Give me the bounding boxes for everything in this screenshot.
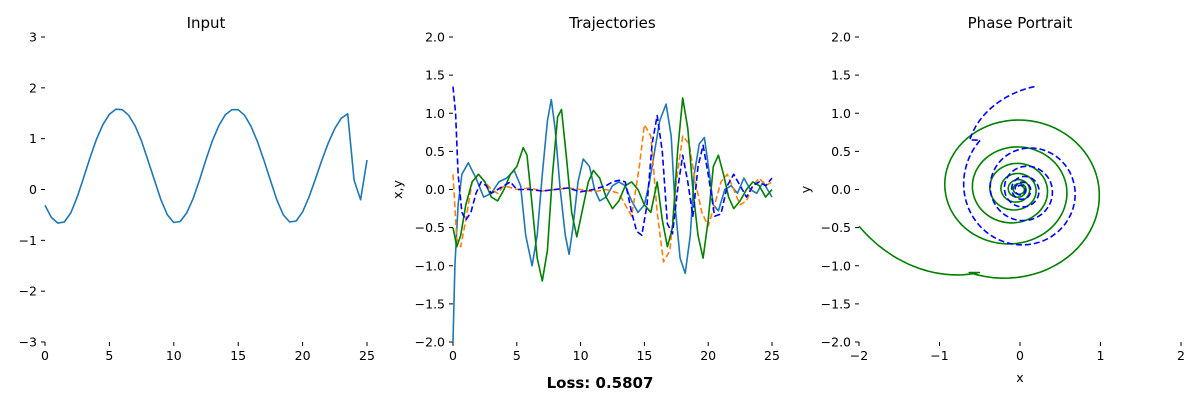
y-tick-label: 1.0	[831, 106, 851, 121]
x-tick-label: 1	[1097, 348, 1105, 363]
y-tick-label: −2	[19, 284, 37, 299]
chart-title: Input	[187, 14, 226, 32]
y-tick-label: −0.5	[415, 220, 445, 235]
x-tick-label: −1	[930, 348, 948, 363]
x-tick-label: 15	[636, 348, 652, 363]
y-tick-label: −1.5	[415, 296, 445, 311]
x-tick-label: −2	[850, 348, 868, 363]
y-tick-label: 1.5	[831, 68, 851, 83]
y-tick-label: −0.5	[821, 220, 851, 235]
x-tick-label: 0	[41, 348, 49, 363]
x-tick-label: 5	[105, 348, 113, 363]
series-line	[962, 85, 1076, 246]
chart-title: Trajectories	[568, 14, 656, 32]
y-tick-label: −1.5	[821, 296, 851, 311]
y-tick-label: −2.0	[415, 335, 445, 350]
x-tick-label: 10	[573, 348, 589, 363]
y-tick-label: 1.0	[425, 106, 445, 121]
chart-title: Phase Portrait	[968, 14, 1073, 32]
y-tick-label: 0.5	[831, 144, 851, 159]
y-tick-label: −1.0	[821, 258, 851, 273]
y-tick-label: 2.0	[425, 30, 445, 45]
x-tick-label: 0	[449, 348, 457, 363]
x-tick-label: 25	[359, 348, 375, 363]
x-tick-label: 25	[764, 348, 780, 363]
y-tick-label: 1.5	[425, 68, 445, 83]
y-tick-label: 1	[29, 131, 37, 146]
x-tick-label: 2	[1177, 348, 1185, 363]
y-tick-label: 0	[29, 182, 37, 197]
y-axis-label: y	[798, 185, 813, 193]
y-tick-label: −1	[19, 233, 37, 248]
y-tick-label: 2.0	[831, 30, 851, 45]
y-tick-label: 0.0	[425, 182, 445, 197]
y-tick-label: 0.5	[425, 144, 445, 159]
y-tick-label: −1.0	[415, 258, 445, 273]
x-axis-label: x	[1016, 370, 1023, 385]
y-tick-label: 0.0	[831, 182, 851, 197]
series-line	[452, 123, 773, 263]
series-line	[452, 86, 773, 237]
y-axis-label: x,y	[390, 180, 405, 199]
series-line	[452, 97, 773, 282]
y-tick-label: 2	[29, 80, 37, 95]
y-tick-label: −3	[19, 335, 37, 350]
y-tick-label: 3	[29, 30, 37, 45]
y-tick-label: −2.0	[821, 335, 851, 350]
x-tick-label: 15	[230, 348, 246, 363]
x-tick-label: 20	[700, 348, 716, 363]
series-line	[44, 108, 368, 224]
loss-text: Loss: 0.5807	[547, 374, 654, 392]
x-tick-label: 20	[295, 348, 311, 363]
x-tick-label: 5	[513, 348, 521, 363]
x-tick-label: 10	[166, 348, 182, 363]
x-tick-label: 0	[1016, 348, 1024, 363]
